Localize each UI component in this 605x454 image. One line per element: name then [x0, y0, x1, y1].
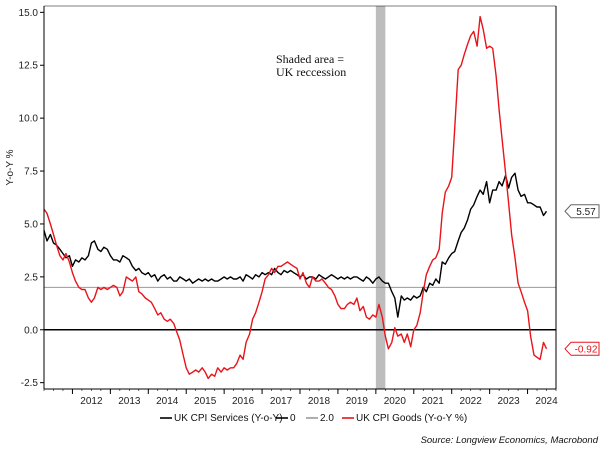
series-line-goods [43, 15, 548, 380]
legend-label: 2.0 [320, 413, 334, 424]
x-tick-label: 2023 [497, 396, 520, 407]
callout-box [564, 341, 600, 356]
legend: UK CPI Services (Y-o-Y) 0 2.0 UK CPI Goods … [160, 413, 467, 424]
callout-value: 5.57 [576, 207, 596, 218]
y-tick-label: 7.5 [24, 167, 38, 178]
y-tick-label: 0.0 [24, 325, 38, 336]
annotation-line-1: Shaded area = [276, 52, 344, 66]
legend-item: UK CPI Services (Y-o-Y) [160, 413, 283, 424]
annotation-line-2: UK reccession [276, 65, 346, 79]
callout-goods: -0.92 [564, 341, 600, 356]
x-tick-label: 2015 [194, 396, 217, 407]
end-value-callouts: 5.57 -0.92 [564, 204, 600, 356]
x-tick-label: 2020 [384, 396, 407, 407]
x-tick-label: 2018 [308, 396, 331, 407]
callout-services: 5.57 [564, 204, 600, 219]
y-axis-label: Y-o-Y % [5, 149, 16, 185]
reference-lines [44, 286, 556, 331]
legend-label: 0 [290, 413, 296, 424]
source-note: Source: Longview Economics, Macrobond [421, 435, 599, 446]
y-tick-label: 15.0 [19, 8, 39, 19]
y-tick-label: 5.0 [24, 219, 38, 230]
legend-label: UK CPI Goods (Y-o-Y %) [356, 413, 467, 424]
y-ticks: -2.5 0.0 2.5 5.0 7.5 10.0 12.5 15.0 [19, 8, 44, 389]
series-line-services [43, 172, 548, 318]
legend-item: 2.0 [306, 413, 334, 424]
x-tick-label: 2012 [80, 396, 103, 407]
x-ticks: 2012 2013 2014 2015 2016 2017 2018 2019 2020 2021… [43, 389, 558, 407]
y-tick-label: 12.5 [19, 61, 39, 72]
legend-label: UK CPI Services (Y-o-Y) [174, 413, 283, 424]
x-tick-label: 2014 [156, 396, 179, 407]
x-tick-label: 2017 [270, 396, 293, 407]
x-tick-label: 2016 [232, 396, 255, 407]
y-tick-label: 10.0 [19, 114, 39, 125]
legend-item: 0 [276, 413, 296, 424]
callout-value: -0.92 [575, 344, 598, 355]
x-tick-label: 2022 [460, 396, 483, 407]
x-tick-label: 2013 [118, 396, 141, 407]
y-tick-label: -2.5 [21, 378, 39, 389]
callout-box [564, 204, 600, 219]
y-tick-label: 2.5 [24, 272, 38, 283]
x-tick-label: 2019 [346, 396, 369, 407]
x-tick-label: 2024 [535, 396, 558, 407]
series-layer [43, 15, 548, 380]
x-tick-label: 2021 [422, 396, 445, 407]
recession-shading [375, 6, 386, 389]
legend-item: UK CPI Goods (Y-o-Y %) [342, 413, 467, 424]
